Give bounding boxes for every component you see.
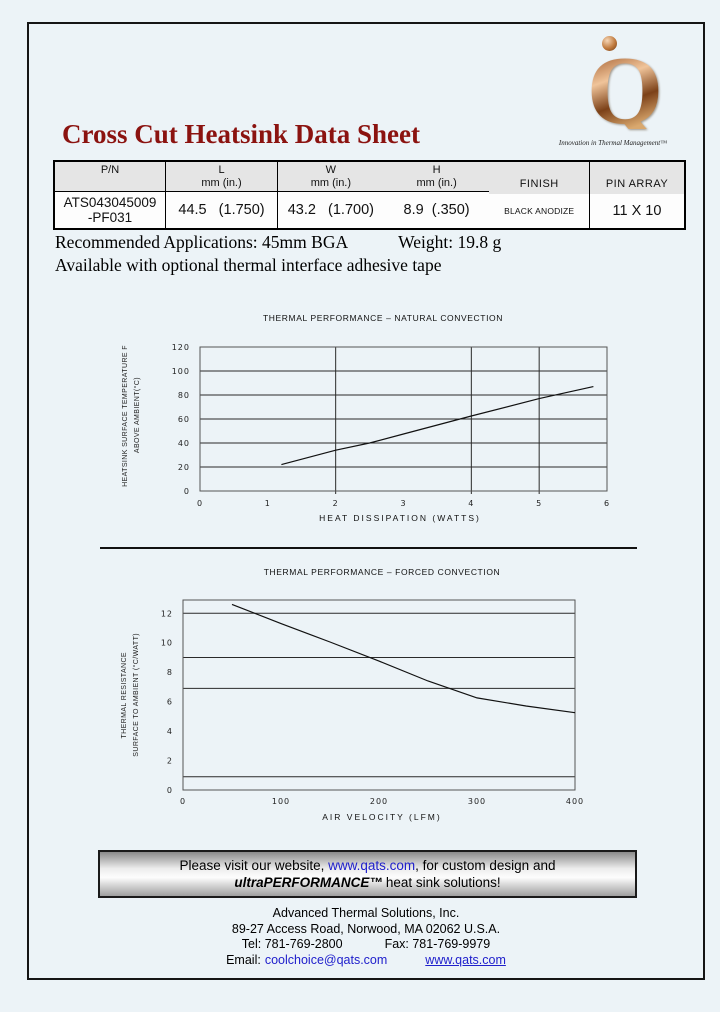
column-h: H mm (in.) 8.9 (.350)	[383, 162, 490, 228]
banner-line1-suffix: , for custom design and	[415, 858, 556, 873]
svg-text:200: 200	[370, 797, 388, 806]
banner-brand: ultraPERFORMANCE™	[234, 875, 383, 890]
cell-h: 8.9 (.350)	[403, 202, 470, 218]
natural-convection-x-axis-label: HEAT DISSIPATION (WATTS)	[319, 513, 481, 523]
fax: Fax: 781-769-9979	[384, 937, 491, 951]
svg-text:2: 2	[167, 757, 173, 766]
banner-website-link[interactable]: www.qats.com	[328, 858, 416, 873]
company-logo: Q	[575, 36, 675, 140]
footer-address-block: Advanced Thermal Solutions, Inc. 89-27 A…	[127, 906, 605, 968]
svg-text:0: 0	[184, 487, 190, 496]
svg-text:1: 1	[265, 499, 271, 508]
header-h: H mm (in.)	[383, 162, 490, 192]
svg-text:400: 400	[566, 797, 584, 806]
cell-l: 44.5 (1.750)	[178, 202, 265, 218]
header-pn: P/N	[55, 162, 165, 192]
section-divider	[100, 547, 637, 549]
email-link[interactable]: coolchoice@qats.com	[264, 952, 388, 967]
column-w: W mm (in.) 43.2 (1.700)	[278, 162, 384, 228]
phone-line: Tel: 781-769-2800 Fax: 781-769-9979	[127, 937, 605, 953]
forced-convection-chart: 0 100 200 300 400 0 2 4 6 8 10 12	[161, 599, 584, 806]
cell-pin-array: 11 X 10	[612, 203, 662, 219]
logo-tagline: Innovation in Thermal Management™	[558, 139, 668, 147]
applications-line: Recommended Applications: 45mm BGA Weight…	[55, 231, 501, 254]
svg-text:6: 6	[167, 698, 173, 707]
svg-text:120: 120	[172, 343, 190, 352]
column-finish: FINISH BLACK ANODIZE	[489, 162, 589, 228]
website-link[interactable]: www.qats.com	[425, 952, 506, 967]
page-border-frame	[27, 22, 705, 980]
svg-text:5: 5	[536, 499, 542, 508]
spec-table: P/N ATS043045009 -PF031 L mm (in.) 44.5 …	[53, 160, 686, 230]
column-group-whf: W mm (in.) 43.2 (1.700) H mm (in.) 8.9 (…	[278, 162, 589, 228]
header-pin-array: PIN ARRAY	[590, 162, 684, 194]
svg-text:100: 100	[272, 797, 290, 806]
tape-note: Available with optional thermal interfac…	[55, 255, 442, 275]
pn-line2: -PF031	[87, 210, 133, 225]
header-l: L mm (in.)	[166, 162, 277, 192]
tel: Tel: 781-769-2800	[241, 937, 343, 951]
svg-text:300: 300	[468, 797, 486, 806]
header-finish: FINISH	[489, 162, 589, 194]
svg-text:0: 0	[197, 499, 203, 508]
svg-text:40: 40	[178, 439, 190, 448]
street-address: 89-27 Access Road, Norwood, MA 02062 U.S…	[231, 921, 501, 936]
svg-text:0: 0	[180, 797, 186, 806]
svg-text:80: 80	[178, 391, 190, 400]
email-label: Email:	[226, 952, 261, 967]
svg-text:12: 12	[161, 609, 173, 618]
banner-line2-suffix: heat sink solutions!	[385, 875, 501, 890]
email-line: Email: coolchoice@qats.com www.qats.com	[127, 953, 605, 969]
company-name: Advanced Thermal Solutions, Inc.	[272, 906, 460, 920]
natural-convection-chart-title: THERMAL PERFORMANCE – NATURAL CONVECTION	[263, 313, 503, 323]
svg-text:3: 3	[400, 499, 406, 508]
svg-text:60: 60	[178, 415, 190, 424]
svg-text:0: 0	[167, 786, 173, 795]
y-label-line2: ABOVE AMBIENT(°C)	[134, 377, 141, 454]
header-h-letter: H	[432, 164, 441, 176]
logo-q-icon: Q	[575, 42, 675, 140]
svg-text:2: 2	[333, 499, 339, 508]
svg-text:6: 6	[604, 499, 610, 508]
svg-text:100: 100	[172, 367, 190, 376]
website-banner: Please visit our website, www.qats.com, …	[98, 850, 637, 898]
logo-dot-icon	[602, 36, 617, 51]
cell-w: 43.2 (1.700)	[287, 202, 374, 218]
header-l-letter: L	[218, 164, 225, 176]
natural-convection-y-axis-label: HEATSINK SURFACE TEMPERATURE F ABOVE AMB…	[118, 333, 146, 498]
column-l: L mm (in.) 44.5 (1.750)	[166, 162, 278, 228]
product-notes: Recommended Applications: 45mm BGA Weight…	[55, 231, 501, 277]
page-title: Cross Cut Heatsink Data Sheet	[62, 119, 421, 149]
header-h-unit: mm (in.)	[416, 177, 457, 189]
cell-pn: ATS043045009 -PF031	[55, 192, 165, 228]
y-label-line1: HEATSINK SURFACE TEMPERATURE F	[122, 344, 129, 487]
pn-line1: ATS043045009	[63, 195, 157, 210]
cell-finish: BLACK ANODIZE	[504, 206, 575, 216]
weight: Weight: 19.8 g	[398, 232, 502, 252]
svg-text:8: 8	[167, 668, 173, 677]
svg-text:10: 10	[161, 639, 173, 648]
column-pin-array: PIN ARRAY 11 X 10	[589, 162, 684, 228]
banner-line2: ultraPERFORMANCE™ heat sink solutions!	[234, 874, 500, 891]
column-pn: P/N ATS043045009 -PF031	[55, 162, 166, 228]
forced-convection-chart-title: THERMAL PERFORMANCE – FORCED CONVECTION	[263, 567, 501, 577]
svg-text:20: 20	[178, 463, 190, 472]
recommended-applications: Recommended Applications: 45mm BGA	[55, 232, 349, 252]
header-w-unit: mm (in.)	[310, 177, 352, 189]
header-w-letter: W	[325, 164, 337, 176]
svg-text:4: 4	[468, 499, 474, 508]
svg-text:4: 4	[167, 727, 173, 736]
banner-line1-prefix: Please visit our website,	[179, 858, 329, 873]
forced-convection-x-axis-label: AIR VELOCITY (LFM)	[322, 812, 442, 822]
header-l-unit: mm (in.)	[201, 177, 242, 189]
banner-line1: Please visit our website, www.qats.com, …	[180, 857, 556, 874]
header-w: W mm (in.)	[278, 162, 384, 192]
